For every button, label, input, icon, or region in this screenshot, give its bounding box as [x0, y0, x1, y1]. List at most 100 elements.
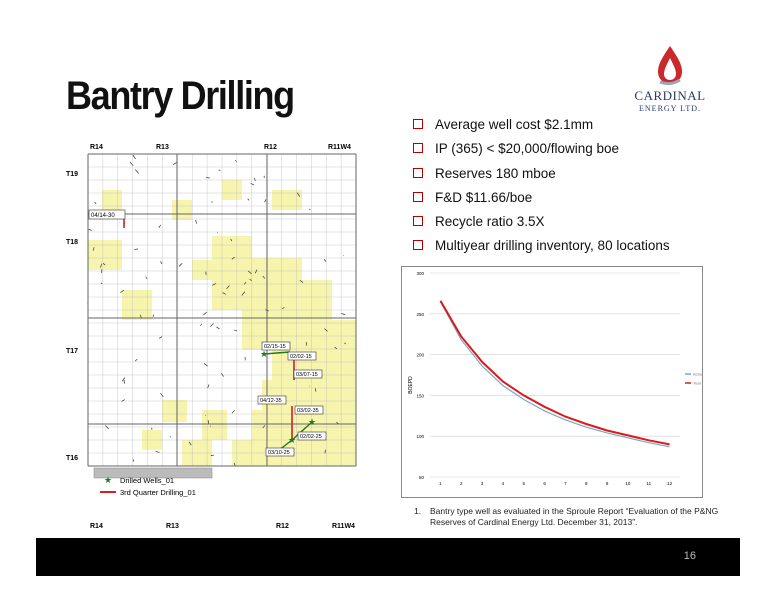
well-trace [195, 219, 197, 224]
star-icon: ★ [104, 475, 112, 485]
well-trace [230, 238, 233, 242]
star-icon: ★ [260, 349, 268, 359]
x-tick-label: 9 [606, 481, 609, 486]
well-label-box [265, 447, 295, 457]
land-parcel [88, 240, 122, 270]
well-trace [233, 462, 236, 466]
well-trace [121, 399, 125, 402]
x-tick-label: 12 [667, 481, 673, 486]
x-tick-label: 2 [460, 481, 463, 486]
bullet-item: Multiyear drilling inventory, 80 locatio… [413, 237, 670, 261]
legend-label: Actual [693, 372, 702, 377]
x-tick-label: 6 [543, 481, 546, 486]
well-trace [216, 326, 220, 330]
well-trace [231, 256, 235, 260]
y-tick-label: 200 [416, 353, 424, 358]
well-trace [152, 314, 154, 317]
x-tick-label: 4 [502, 481, 505, 486]
well-label-box [287, 351, 317, 361]
well-trace [207, 384, 210, 389]
y-tick-label: 50 [419, 475, 425, 480]
township-label: T16 [66, 455, 78, 462]
well-label: 03/07-15 [296, 372, 318, 378]
well-trace [336, 422, 339, 424]
footnote-number: 1. [414, 506, 422, 516]
well-trace [254, 177, 256, 182]
range-label: R14 [90, 144, 103, 151]
footer-bar: 16 [36, 538, 740, 576]
well-label: 04/14-30 [91, 213, 115, 219]
well-trace [264, 199, 267, 203]
well-trace [102, 263, 106, 266]
well-trace [172, 162, 177, 165]
township-label: T17 [66, 348, 78, 355]
bullet-item: IP (365) < $20,000/flowing boe [413, 140, 670, 164]
star-icon: ★ [288, 435, 296, 445]
y-tick-label: 300 [416, 271, 424, 276]
well-trace [315, 388, 317, 392]
well-trace [105, 425, 109, 430]
land-parcel [272, 190, 302, 210]
star-icon: ★ [308, 417, 316, 427]
well-trace [243, 281, 247, 285]
well-trace [222, 292, 226, 295]
chart-series [439, 300, 670, 448]
bullet-list: Average well cost $2.1mm IP (365) < $20,… [413, 116, 670, 262]
bullet-item: Reserves 180 mboe [413, 165, 670, 189]
range-label: R13 [156, 144, 169, 151]
flame-icon [658, 46, 682, 86]
well-trace [92, 247, 95, 251]
x-tick-label: 3 [481, 481, 484, 486]
bullet-item: Recycle ratio 3.5X [413, 213, 670, 237]
bullet-item: Average well cost $2.1mm [413, 116, 670, 140]
cardinal-logo: CARDINAL ENERGY LTD. [630, 44, 710, 124]
well-trace [100, 282, 103, 285]
well-trace [158, 224, 162, 229]
page-number: 16 [683, 550, 696, 562]
well-trace [88, 228, 92, 231]
chart-gridlines [430, 272, 680, 478]
y-axis-label: BOEPD [408, 376, 414, 394]
well-trace [160, 392, 164, 398]
well-trace [262, 425, 266, 429]
well-label-box [88, 209, 126, 220]
land-map: ★★★ R14 R13 R12 R11W4 R14 R13 R12 R11W4 … [66, 144, 357, 530]
well-trace [178, 262, 183, 267]
well-trace [296, 192, 301, 197]
well-label-box [297, 431, 327, 441]
well-trace [250, 183, 255, 186]
bullet-box-icon [413, 240, 423, 251]
bullet-box-icon [413, 216, 423, 227]
well-trace [324, 328, 328, 332]
series-line [439, 300, 670, 446]
well-trace [100, 263, 102, 268]
well-trace [134, 169, 139, 174]
bullet-box-icon [413, 143, 423, 154]
well-trace [299, 279, 304, 283]
well-trace [132, 154, 136, 160]
well-label-box [257, 395, 287, 405]
well-trace [226, 285, 230, 289]
well-trace [247, 198, 250, 201]
x-tick-label: 7 [564, 481, 567, 486]
x-tick-label: 5 [522, 481, 525, 486]
well-label: 02/15-15 [264, 344, 286, 350]
well-label: 02/02-25 [300, 434, 322, 440]
well-trace [120, 289, 125, 293]
well-trace [155, 450, 160, 453]
well-trace [234, 329, 238, 332]
well-label-box [261, 341, 291, 351]
well-label: 03/10-25 [268, 450, 290, 456]
well-trace [309, 208, 311, 210]
bullet-box-icon [413, 191, 423, 202]
well-trace [210, 323, 214, 327]
range-label: R11W4 [332, 523, 355, 530]
x-tick-label: 11 [646, 481, 651, 486]
range-label: R12 [276, 523, 289, 530]
well-trace [210, 454, 215, 457]
well-label: 03/02-35 [297, 408, 319, 414]
y-tick-labels: 50 100 150 200 250 300 [416, 271, 424, 480]
well-trace [158, 336, 163, 339]
